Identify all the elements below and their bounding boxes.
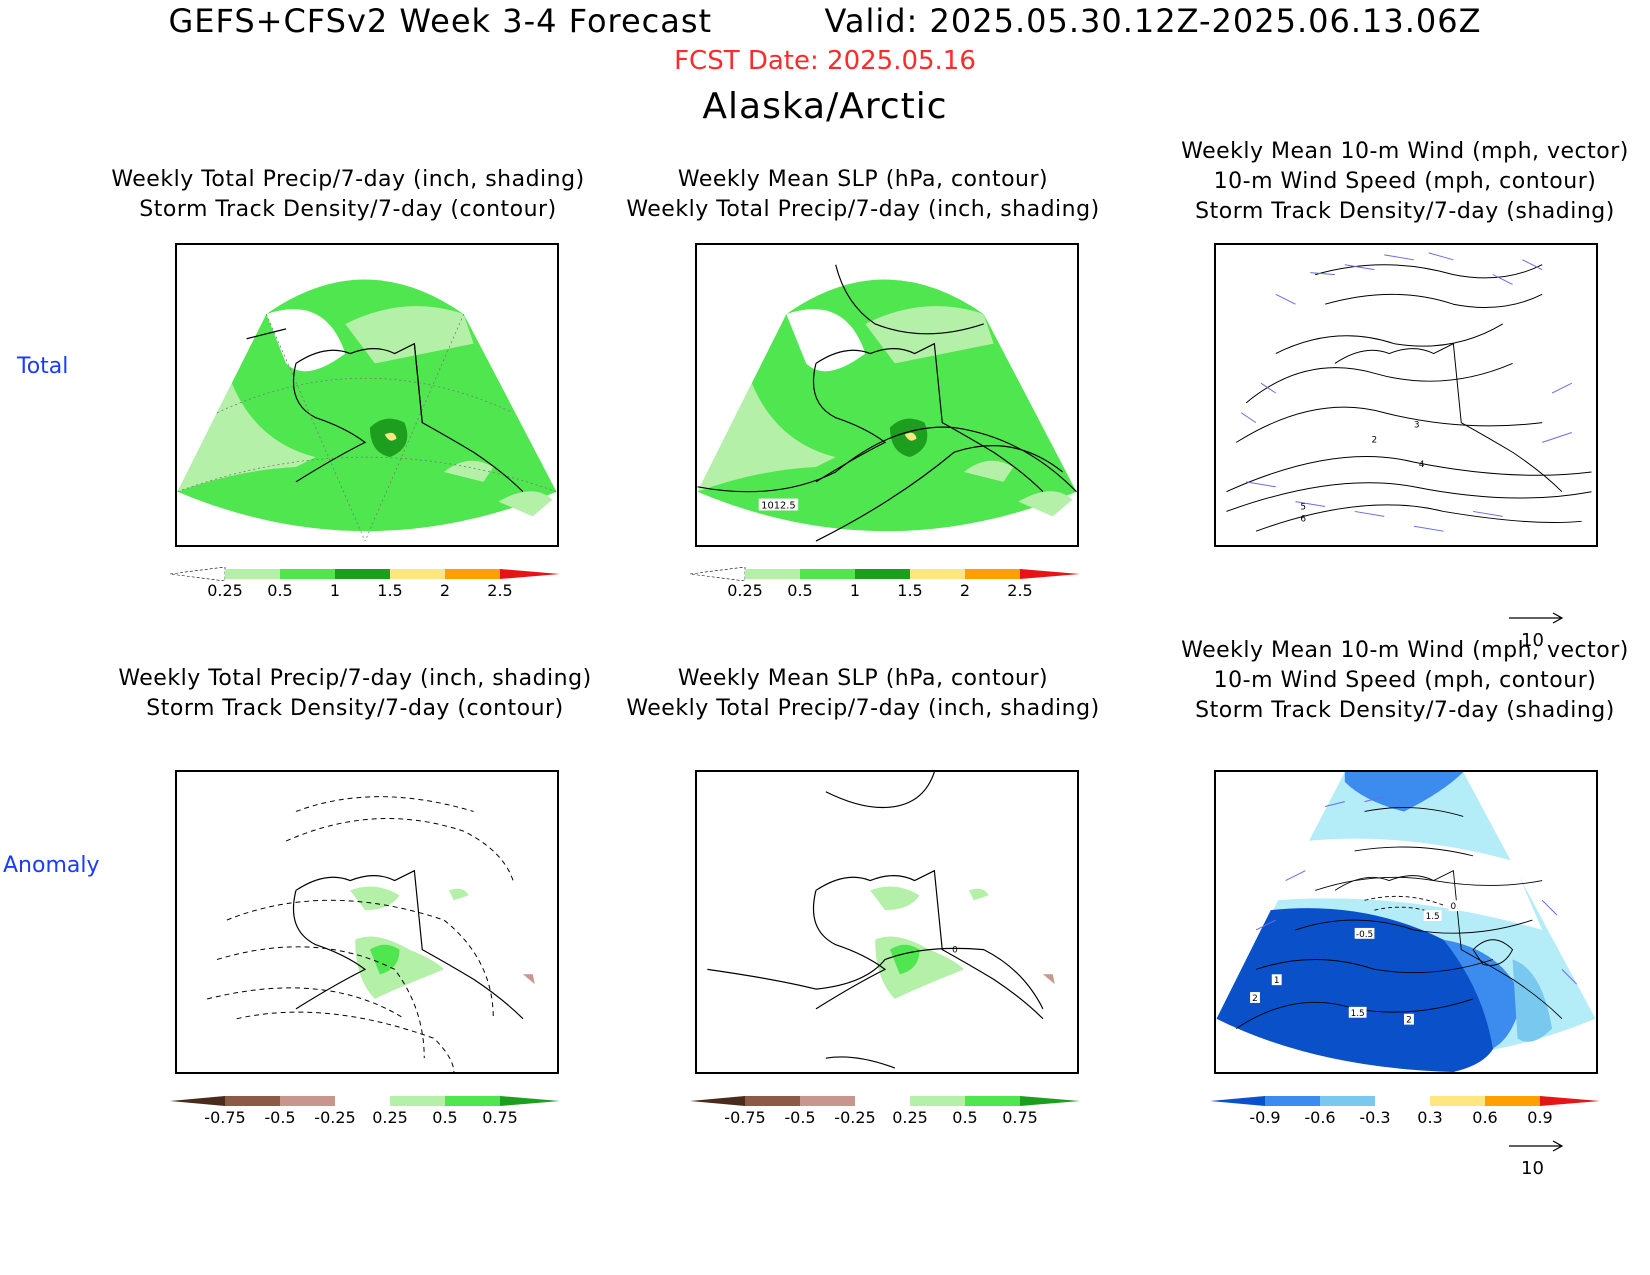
- region-title: Alaska/Arctic: [702, 86, 948, 127]
- colorbar-tick: -0.5: [784, 1108, 816, 1127]
- colorbar-tick: 0.6: [1472, 1108, 1498, 1127]
- wind-contour-label: 2: [1252, 994, 1258, 1004]
- colorbar-tick: 0.5: [952, 1108, 978, 1127]
- colorbar-ticks: -0.9 -0.6 -0.3 0.3 0.6 0.9: [1210, 1108, 1600, 1128]
- panel-title-precip-total: Weekly Total Precip/7-day (inch, shading…: [98, 165, 598, 225]
- map-wind-anomaly: 1 2 1.5 2 -0.5 0 1.5: [1214, 770, 1598, 1074]
- colorbar-tick: -0.3: [1359, 1108, 1391, 1127]
- colorbar-tick: -0.25: [314, 1108, 356, 1127]
- colorbar-tick: 0.75: [1002, 1108, 1038, 1127]
- panel-title-line: Weekly Total Precip/7-day (inch, shading…: [626, 197, 1100, 222]
- wind-contour-label: 1.5: [1426, 912, 1440, 922]
- colorbar-tick: 0.3: [1417, 1108, 1443, 1127]
- panel-title-line: Weekly Total Precip/7-day (inch, shading…: [626, 696, 1100, 721]
- map-slp-anomaly: 0: [695, 770, 1079, 1074]
- colorbar-tick: -0.9: [1249, 1108, 1281, 1127]
- panel-title-precip-anom: Weekly Total Precip/7-day (inch, shading…: [105, 664, 605, 724]
- colorbar-tick: 1.5: [377, 581, 403, 600]
- colorbar-swatches: [1210, 1096, 1600, 1106]
- row-label-anomaly: Anomaly: [3, 853, 100, 878]
- wind-contour-label: 6: [1300, 514, 1306, 524]
- forecast-title: GEFS+CFSv2 Week 3-4 Forecast: [168, 2, 713, 40]
- colorbar-tick: 0.25: [372, 1108, 408, 1127]
- colorbar-tick: 0.9: [1527, 1108, 1553, 1127]
- map-slp-total: 1012.5: [695, 243, 1079, 547]
- panel-title-wind-anom: Weekly Mean 10-m Wind (mph, vector) 10-m…: [1160, 636, 1650, 726]
- map-precip-total: [175, 243, 559, 547]
- panel-title-slp-total: Weekly Mean SLP (hPa, contour) Weekly To…: [618, 165, 1108, 225]
- wind-contour-label: -0.5: [1356, 930, 1373, 940]
- colorbar-total-precip-1: 0.25 0.5 1 1.5 2 2.5: [170, 567, 560, 607]
- vector-reference-total: 10: [1507, 610, 1587, 654]
- colorbar-anom-precip-1: -0.75 -0.5 -0.25 0.25 0.5 0.75: [170, 1094, 560, 1134]
- slp-contour-label: 1012.5: [761, 500, 796, 511]
- colorbar-swatches: [170, 1096, 560, 1106]
- colorbar-tick: 0.5: [787, 581, 813, 600]
- map-wind-total: 2 3 4 5 6: [1214, 243, 1598, 547]
- forecast-date: FCST Date: 2025.05.16: [674, 46, 976, 76]
- wind-contour-label: 5: [1300, 502, 1306, 512]
- colorbar-tick: -0.25: [834, 1108, 876, 1127]
- colorbar-ticks: 0.25 0.5 1 1.5 2 2.5: [170, 581, 560, 601]
- colorbar-tick: 0.25: [892, 1108, 928, 1127]
- colorbar-tick: 0.5: [432, 1108, 458, 1127]
- colorbar-tick: 2.5: [1007, 581, 1033, 600]
- valid-period: Valid: 2025.05.30.12Z-2025.06.13.06Z: [824, 2, 1482, 40]
- wind-contour-label: 1.5: [1351, 1009, 1365, 1019]
- colorbar-tick: -0.6: [1304, 1108, 1336, 1127]
- colorbar-tick: 0.25: [207, 581, 243, 600]
- panel-title-line: Storm Track Density/7-day (contour): [139, 197, 557, 222]
- colorbar-swatches: [690, 567, 1080, 581]
- panel-title-line: Weekly Mean 10-m Wind (mph, vector): [1181, 139, 1629, 164]
- colorbar-anom-storm: -0.9 -0.6 -0.3 0.3 0.6 0.9: [1210, 1094, 1600, 1134]
- panel-title-line: Weekly Total Precip/7-day (inch, shading…: [118, 666, 592, 691]
- panel-title-wind-total: Weekly Mean 10-m Wind (mph, vector) 10-m…: [1160, 137, 1650, 227]
- wind-contour-label: 1: [1274, 976, 1280, 986]
- colorbar-tick: 1: [849, 581, 861, 600]
- colorbar-tick: 0.5: [267, 581, 293, 600]
- vector-reference-anomaly: 10: [1507, 1138, 1587, 1182]
- colorbar-ticks: 0.25 0.5 1 1.5 2 2.5: [690, 581, 1080, 601]
- colorbar-total-precip-2: 0.25 0.5 1 1.5 2 2.5: [690, 567, 1080, 607]
- panel-title-line: Storm Track Density/7-day (shading): [1195, 199, 1615, 224]
- panel-title-line: Weekly Mean SLP (hPa, contour): [677, 666, 1049, 691]
- panel-title-line: Storm Track Density/7-day (shading): [1195, 698, 1615, 723]
- panel-title-line: Weekly Mean 10-m Wind (mph, vector): [1181, 638, 1629, 663]
- colorbar-swatches: [170, 567, 560, 581]
- row-label-total: Total: [17, 354, 69, 379]
- colorbar-tick: 2.5: [487, 581, 513, 600]
- panel-title-slp-anom: Weekly Mean SLP (hPa, contour) Weekly To…: [618, 664, 1108, 724]
- colorbar-swatches: [690, 1096, 1080, 1106]
- panel-title-line: 10-m Wind Speed (mph, contour): [1213, 668, 1597, 693]
- colorbar-ticks: -0.75 -0.5 -0.25 0.25 0.5 0.75: [690, 1108, 1080, 1128]
- panel-title-line: Storm Track Density/7-day (contour): [146, 696, 564, 721]
- colorbar-tick: -0.75: [204, 1108, 246, 1127]
- colorbar-tick: 2: [959, 581, 971, 600]
- vector-reference-arrow: [1509, 612, 1564, 624]
- wind-contour-label: 4: [1419, 460, 1425, 470]
- wind-contour-label: 2: [1406, 1016, 1412, 1026]
- colorbar-tick: 0.25: [727, 581, 763, 600]
- vector-reference-arrow: [1509, 1140, 1564, 1152]
- figure-title: GEFS+CFSv2 Week 3-4 Forecast Valid: 2025…: [0, 2, 1650, 40]
- map-precip-anomaly: [175, 770, 559, 1074]
- slp-contour-label: 0: [952, 946, 958, 956]
- panel-title-line: 10-m Wind Speed (mph, contour): [1213, 169, 1597, 194]
- panel-title-line: Weekly Mean SLP (hPa, contour): [677, 167, 1049, 192]
- colorbar-tick: -0.75: [724, 1108, 766, 1127]
- colorbar-tick: 1: [329, 581, 341, 600]
- colorbar-anom-precip-2: -0.75 -0.5 -0.25 0.25 0.5 0.75: [690, 1094, 1080, 1134]
- wind-contour-label: 3: [1414, 421, 1420, 431]
- panel-title-line: Weekly Total Precip/7-day (inch, shading…: [111, 167, 585, 192]
- colorbar-tick: -0.5: [264, 1108, 296, 1127]
- wind-contour-label: 0: [1451, 902, 1457, 912]
- vector-reference-label: 10: [1521, 1158, 1544, 1179]
- wind-contour-label: 2: [1371, 435, 1377, 445]
- colorbar-tick: 0.75: [482, 1108, 518, 1127]
- colorbar-tick: 2: [439, 581, 451, 600]
- vector-reference-label: 10: [1521, 630, 1544, 651]
- colorbar-ticks: -0.75 -0.5 -0.25 0.25 0.5 0.75: [170, 1108, 560, 1128]
- colorbar-tick: 1.5: [897, 581, 923, 600]
